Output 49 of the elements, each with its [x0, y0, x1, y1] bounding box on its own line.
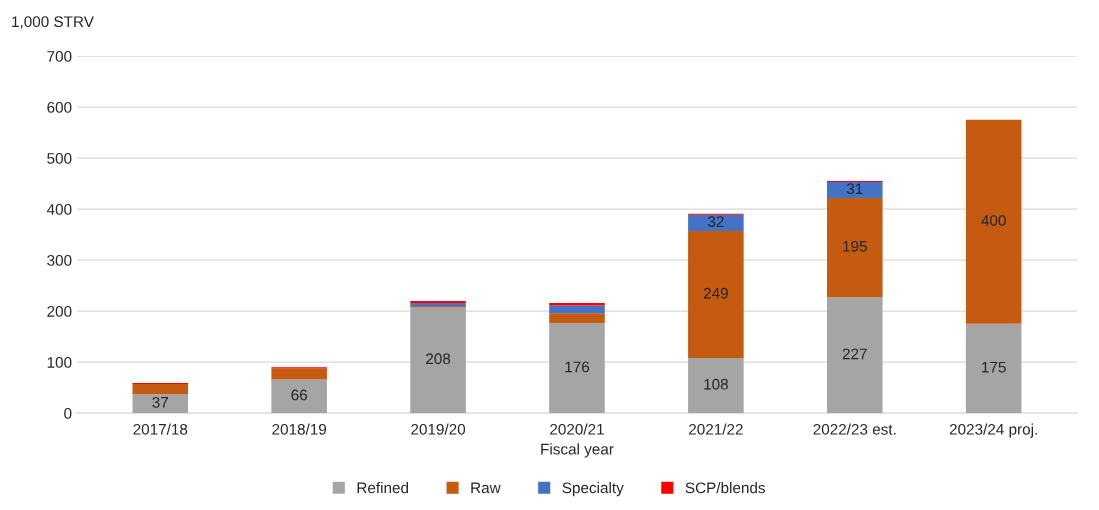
y-tick-label: 600 — [47, 101, 72, 113]
bar — [688, 358, 744, 414]
bar — [549, 305, 605, 314]
y-tick-label: 0 — [64, 407, 72, 419]
y-tick-label: 300 — [47, 254, 72, 266]
bar — [827, 182, 883, 198]
legend-label: Specialty — [562, 482, 624, 497]
data-label: 37 — [152, 396, 168, 408]
x-tick-label: 2020/21 — [550, 423, 604, 435]
x-tick-label: 2022/23 est. — [813, 423, 896, 435]
legend-label: Refined — [357, 482, 409, 494]
x-tick-label: 2017/18 — [133, 423, 188, 435]
y-tick-label: 200 — [47, 305, 72, 317]
data-label: 31 — [846, 183, 863, 195]
data-label: 32 — [707, 216, 724, 227]
bar — [827, 197, 883, 298]
y-tick-label: 700 — [47, 50, 72, 62]
bar — [965, 323, 1022, 414]
data-label: 249 — [703, 287, 728, 299]
y-axis-title: 1,000 STRV — [12, 16, 94, 29]
data-label: 227 — [842, 348, 867, 360]
data-label: 400 — [981, 215, 1006, 226]
legend-label: SCP/blends — [685, 482, 766, 494]
x-tick-label: 2023/24 proj. — [949, 423, 1037, 438]
y-tick-label: 100 — [47, 356, 72, 368]
legend-label: Raw — [471, 482, 501, 494]
data-label: 66 — [291, 389, 307, 401]
bar — [271, 368, 327, 380]
y-tick-label: 500 — [47, 152, 72, 164]
x-axis-title: Fiscal year — [541, 443, 614, 458]
x-tick-label: 2019/20 — [411, 423, 466, 435]
y-tick-label: 400 — [46, 203, 72, 215]
bar — [827, 297, 883, 414]
bar — [965, 119, 1022, 324]
data-label: 176 — [565, 361, 590, 373]
bar — [549, 313, 605, 324]
bar — [132, 384, 189, 395]
bar — [688, 214, 744, 232]
data-label: 208 — [426, 353, 451, 365]
data-label: 175 — [982, 361, 1006, 373]
bar — [549, 323, 605, 414]
bar — [271, 379, 327, 414]
bar — [410, 307, 466, 414]
bar — [132, 394, 189, 414]
x-tick-label: 2021/22 — [689, 423, 743, 435]
data-label: 195 — [843, 240, 867, 252]
data-label: 108 — [704, 378, 728, 390]
x-tick-label: 2018/19 — [272, 423, 327, 435]
bar — [688, 231, 744, 359]
